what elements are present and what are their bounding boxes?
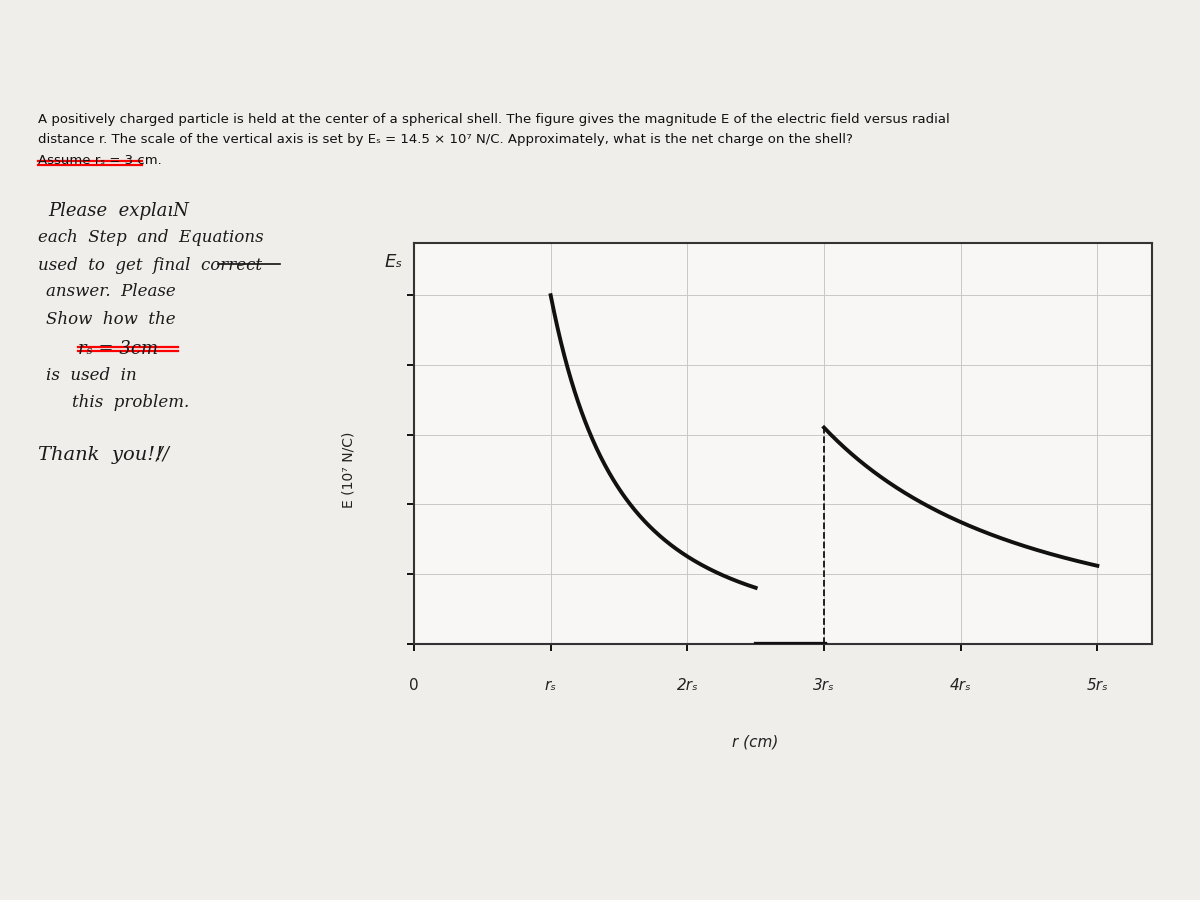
Text: 0: 0	[409, 679, 419, 693]
Text: 4rₛ: 4rₛ	[949, 679, 972, 693]
Text: //: //	[151, 446, 169, 464]
Text: each  Step  and  Equations: each Step and Equations	[38, 230, 264, 247]
Text: Please  explaıN: Please explaıN	[48, 202, 188, 220]
Text: r (cm): r (cm)	[732, 734, 779, 749]
Text: distance r. The scale of the vertical axis is set by Eₛ = 14.5 × 10⁷ N/C. Approx: distance r. The scale of the vertical ax…	[38, 133, 853, 146]
Text: Show  how  the: Show how the	[46, 310, 175, 328]
Text: 2rₛ: 2rₛ	[677, 679, 698, 693]
Text: Thank  you!!: Thank you!!	[38, 446, 163, 464]
Text: Assume rₛ = 3 cm.: Assume rₛ = 3 cm.	[38, 154, 162, 166]
Text: E (10⁷ N/C): E (10⁷ N/C)	[341, 431, 355, 508]
Text: Eₛ: Eₛ	[384, 253, 402, 271]
Text: this  problem.: this problem.	[72, 394, 190, 411]
Text: used  to  get  final  correct: used to get final correct	[38, 256, 263, 274]
Text: answer.  Please: answer. Please	[46, 284, 175, 301]
Text: is  used  in: is used in	[46, 367, 137, 384]
Text: A positively charged particle is held at the center of a spherical shell. The fi: A positively charged particle is held at…	[38, 112, 950, 125]
Text: rₛ: rₛ	[545, 679, 557, 693]
Text: 5rₛ: 5rₛ	[1086, 679, 1109, 693]
Text: 3rₛ: 3rₛ	[814, 679, 835, 693]
Text: rₛ = 3cm: rₛ = 3cm	[78, 340, 158, 358]
